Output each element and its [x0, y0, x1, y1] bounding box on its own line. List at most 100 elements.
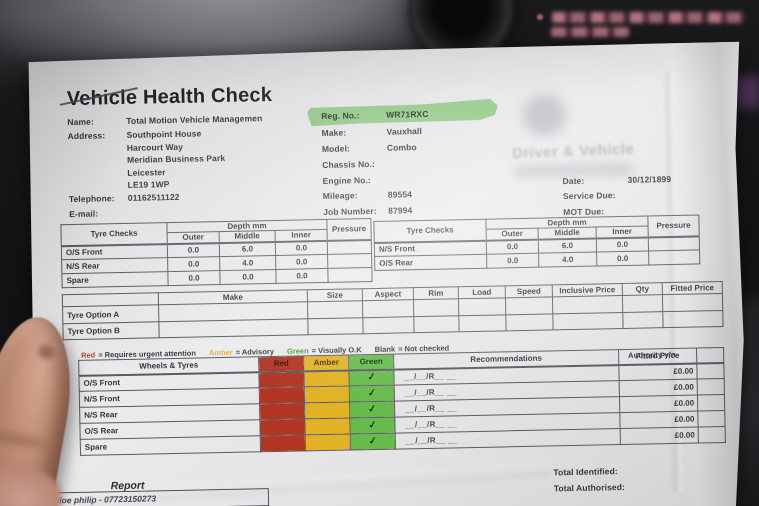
thumb-knuckle-crease	[0, 428, 48, 451]
fitted-price-cell: £0.00	[619, 363, 697, 381]
inner-depth: 0.0	[597, 251, 649, 266]
fitted-price-header: Fitted Price	[619, 348, 697, 365]
fitted-price-cell: £0.00	[619, 379, 697, 397]
green-column-header: Green	[349, 354, 394, 370]
check-icon: ✓	[367, 419, 378, 432]
middle-depth: 4.0	[220, 255, 276, 270]
job-number-label: Job Number:	[323, 205, 377, 217]
green-cell: ✓	[349, 369, 394, 386]
address-line: Harcourt Way	[126, 141, 184, 153]
inner-depth: 0.0	[275, 240, 327, 255]
pressure-value	[648, 236, 699, 251]
job-number-value: 87994	[388, 205, 413, 216]
amber-cell	[305, 434, 350, 451]
tyre-label: O/S Rear	[375, 254, 487, 270]
check-icon: ✓	[366, 387, 377, 400]
tyre-checks-table-right: Tyre Checks Depth mm Pressure Outer Midd…	[373, 214, 700, 271]
reg-no-highlight	[307, 98, 499, 127]
telephone-value: 01162511122	[127, 191, 180, 203]
pressure-header: Pressure	[648, 215, 699, 237]
authority-cell	[697, 362, 724, 379]
email-label: E-mail:	[69, 208, 99, 220]
inclusive-price-cell	[553, 312, 623, 329]
pressure-header: Pressure	[327, 219, 371, 241]
size-cell	[307, 301, 362, 319]
outer-depth: 0.0	[487, 253, 539, 268]
amber-cell	[305, 402, 350, 419]
legend-green-word: Green	[286, 346, 309, 356]
aspect-cell	[363, 317, 414, 334]
make-label: Make:	[321, 127, 347, 139]
authority-column-header	[696, 347, 723, 363]
outer-depth: 0.0	[167, 243, 219, 258]
green-cell: ✓	[350, 417, 395, 434]
tyre-checks-header: Tyre Checks	[61, 223, 167, 246]
wheels-tyres-table: Wheels & Tyres Red Amber Green Recommend…	[78, 347, 726, 456]
qty-header: Qty	[622, 283, 662, 296]
infotainment-screen-text-line	[551, 27, 629, 37]
model-value: Combo	[386, 142, 417, 153]
size-cell	[308, 318, 363, 335]
total-identified-label: Total Identified:	[553, 466, 618, 478]
wheel-label: Spare	[80, 436, 260, 456]
infotainment-screen-text-line	[552, 12, 746, 23]
date-value: 30/12/1899	[627, 173, 672, 185]
dvsa-watermark-logo	[523, 95, 566, 136]
qty-cell	[622, 295, 662, 313]
authority-cell	[698, 410, 725, 427]
speed-cell	[505, 297, 552, 315]
check-icon: ✓	[367, 403, 378, 416]
tyre-options-table: Make Size Aspect Rim Load Speed Inclusiv…	[62, 281, 724, 340]
load-cell	[459, 315, 506, 332]
make-cell	[159, 319, 308, 338]
total-authorised-label: Total Authorised:	[553, 481, 625, 494]
fitted-price-cell	[662, 293, 722, 311]
amber-cell	[305, 418, 350, 435]
dvsa-watermark-text: Driver & Vehicle	[511, 140, 635, 163]
mileage-label: Mileage:	[322, 190, 358, 201]
window-reflection-smudge	[734, 76, 759, 108]
load-header: Load	[458, 286, 505, 299]
address-line: LE19 1WP	[127, 179, 170, 190]
vehicle-health-check-form: Driver & Vehicle Vehicle Health Check Na…	[22, 42, 750, 506]
rim-cell	[414, 316, 459, 333]
aspect-cell	[362, 300, 413, 318]
make-value: Vauxhall	[386, 125, 422, 137]
tyre-option-label: Tyre Option A	[63, 305, 159, 324]
address-line: Leicester	[127, 166, 166, 178]
report-entry: Chloe philip - 07723150273	[47, 493, 157, 506]
mileage-value: 89554	[387, 189, 413, 200]
authority-cell	[698, 426, 725, 443]
outer-depth: 0.0	[486, 239, 538, 254]
pressure-value	[649, 250, 700, 265]
fitted-price-cell: £0.00	[619, 395, 697, 413]
middle-depth: 6.0	[538, 238, 596, 253]
pressure-value	[327, 240, 371, 255]
background-patch	[741, 300, 759, 430]
authority-cell	[697, 378, 724, 395]
pressure-value	[328, 268, 372, 283]
model-label: Model:	[321, 143, 351, 154]
red-cell	[259, 371, 304, 388]
middle-depth: 6.0	[219, 241, 275, 256]
legend-amber-word: Amber	[208, 347, 233, 358]
speed-cell	[506, 314, 553, 331]
pressure-value	[328, 254, 372, 269]
inner-depth: 0.0	[276, 268, 328, 283]
amber-cell	[304, 386, 349, 403]
thumb-bruise	[37, 343, 56, 361]
aspect-header: Aspect	[362, 288, 413, 301]
green-cell: ✓	[350, 401, 395, 418]
chassis-no-label: Chassis No.:	[322, 158, 376, 170]
load-cell	[458, 298, 505, 316]
rim-cell	[413, 299, 458, 317]
service-due-label: Service Due:	[562, 190, 616, 202]
inner-depth: 0.0	[596, 237, 648, 252]
outer-depth: 0.0	[168, 271, 220, 286]
address-line: Southpoint House	[126, 128, 202, 140]
fitted-price-cell	[663, 310, 723, 327]
telephone-label: Telephone:	[68, 193, 115, 205]
red-cell	[260, 419, 305, 436]
inclusive-price-cell	[552, 295, 622, 313]
